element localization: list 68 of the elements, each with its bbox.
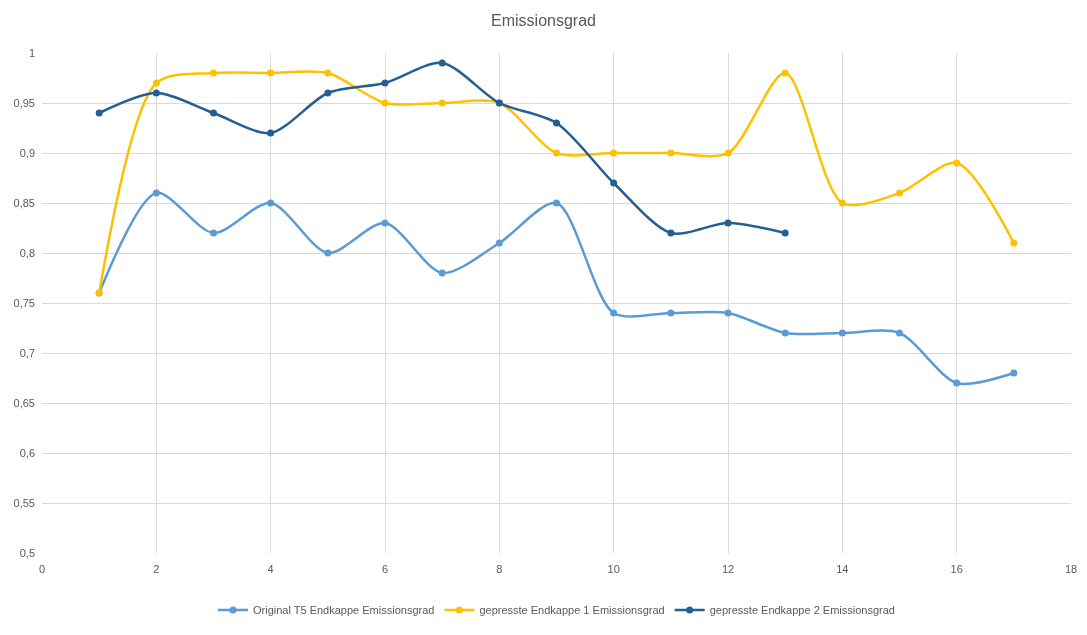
point [838, 329, 846, 337]
x-tick-label: 8 [496, 563, 503, 575]
y-tick-label: 0,8 [19, 246, 35, 259]
point [610, 149, 618, 157]
point [381, 219, 389, 227]
y-tick-label: 0,9 [19, 146, 35, 159]
point [667, 229, 675, 237]
y-tick-label: 0,7 [19, 346, 35, 359]
point [1010, 239, 1018, 247]
y-tick-label: 0,75 [13, 296, 35, 309]
point [438, 99, 446, 107]
x-tick-label: 14 [836, 563, 849, 575]
point [381, 79, 389, 87]
x-tick-label: 4 [267, 563, 274, 575]
x-tick-label: 0 [38, 563, 46, 575]
y-tick-label: 0,55 [13, 496, 35, 509]
legend-label: gepresste Endkappe 1 Emissionsgrad [479, 604, 665, 617]
point [95, 109, 103, 117]
point [210, 109, 217, 117]
y-tick-label: 0,5 [19, 546, 35, 559]
chart-title: Emissionsgrad [491, 11, 596, 29]
point [324, 249, 332, 257]
x-tick-label: 16 [950, 563, 963, 575]
point [953, 159, 961, 167]
point [1010, 369, 1018, 377]
point [267, 69, 275, 77]
point [152, 89, 160, 97]
x-tick-label: 10 [607, 563, 620, 575]
point [438, 269, 446, 277]
point [724, 149, 732, 157]
point [381, 99, 389, 107]
y-tick-label: 0,85 [13, 196, 35, 209]
point [267, 199, 275, 207]
point [667, 149, 675, 157]
x-tick-label: 18 [1064, 563, 1078, 575]
point [953, 379, 961, 387]
point [553, 199, 560, 207]
point [267, 129, 275, 137]
x-tick-label: 12 [721, 563, 735, 575]
point [553, 119, 560, 127]
point [152, 79, 160, 87]
x-tick-label: 6 [381, 563, 389, 575]
y-tick-label: 1 [28, 46, 35, 59]
point [781, 329, 789, 337]
point [438, 59, 446, 67]
point [324, 69, 332, 77]
point [610, 309, 618, 317]
point [210, 69, 217, 77]
point [210, 229, 217, 237]
point [896, 329, 903, 337]
legend-label: Original T5 Endkappe Emissionsgrad [253, 604, 435, 617]
point [610, 179, 618, 187]
x-tick-label: 2 [153, 563, 160, 575]
point [838, 199, 846, 207]
y-tick-label: 0,65 [13, 396, 35, 409]
point [324, 89, 332, 97]
point [724, 309, 732, 317]
point [724, 219, 732, 227]
y-tick-label: 0,95 [13, 96, 35, 109]
point [781, 229, 789, 237]
legend-label: gepresste Endkappe 2 Emissionsgrad [709, 604, 895, 617]
point [495, 239, 503, 247]
point [781, 69, 789, 77]
point [896, 189, 903, 197]
point [553, 149, 560, 157]
y-tick-label: 0,6 [19, 446, 35, 459]
point [667, 309, 675, 317]
point [152, 189, 160, 197]
